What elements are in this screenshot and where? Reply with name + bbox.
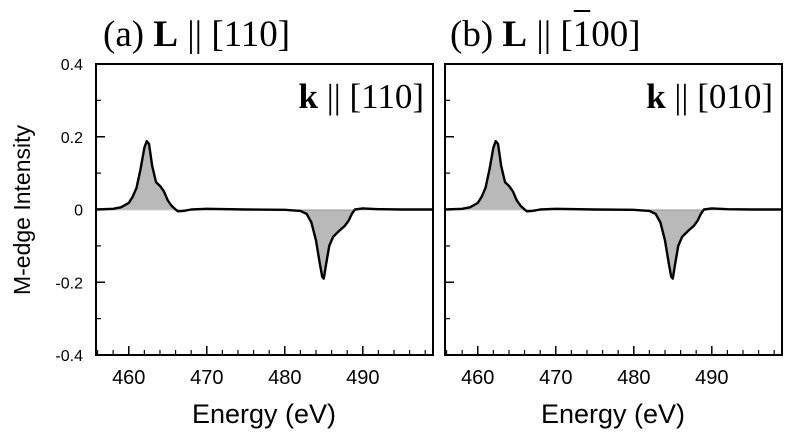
panel-b-x-tick-label: 460 bbox=[461, 367, 494, 389]
panel-a-ticks: 460 470 480 490 -0.4 -0.2 0 0.2 0.4 bbox=[55, 57, 426, 389]
panel-a-y-tick-label: 0.4 bbox=[61, 57, 83, 74]
panel-a-x-tick-label: 460 bbox=[112, 367, 145, 389]
panel-b-title: (b) L || [100] bbox=[450, 14, 641, 55]
panel-a-y-tick-label: 0.2 bbox=[61, 130, 83, 147]
panel-b-title-vector-symbol: L bbox=[502, 14, 527, 55]
panel-b-ticks: 460 470 480 490 bbox=[445, 63, 775, 389]
panel-b-x-tick-label: 470 bbox=[539, 367, 572, 389]
panel-a-annotation-separator: || bbox=[318, 77, 350, 116]
panel-b-annotation-separator: || bbox=[666, 77, 698, 116]
y-axis-label: M-edge Intensity bbox=[9, 124, 35, 295]
panel-a: (a) L || [110] 460 470 480 490 -0.4 -0.2 0 0.2 0… bbox=[9, 14, 434, 429]
panel-b-title-direction: [100] bbox=[560, 14, 640, 55]
panel-a-annotation-vector-symbol: k bbox=[299, 77, 319, 116]
panel-b-annotation-vector-symbol: k bbox=[646, 77, 666, 116]
panel-b: (b) L || [100] 460 470 480 490 k || [010] E… bbox=[444, 10, 783, 429]
panel-b-series-line bbox=[444, 139, 782, 280]
panel-a-title: (a) L || [110] bbox=[103, 14, 290, 55]
panel-b-plot-area: 460 470 480 490 bbox=[444, 63, 783, 389]
panel-a-x-axis-label: Energy (eV) bbox=[192, 399, 336, 429]
panel-a-title-vector-symbol: L bbox=[153, 14, 178, 55]
panel-b-x-axis-label: Energy (eV) bbox=[541, 399, 685, 429]
panel-a-y-tick-label: -0.2 bbox=[55, 275, 83, 292]
panel-b-annotation: k || [010] bbox=[646, 77, 773, 116]
panel-a-x-tick-label: 490 bbox=[346, 367, 379, 389]
panel-a-y-tick-label: 0 bbox=[74, 203, 83, 220]
panel-b-x-tick-label: 490 bbox=[695, 367, 728, 389]
panel-a-title-separator: || bbox=[178, 14, 211, 55]
panel-a-x-tick-label: 480 bbox=[268, 367, 301, 389]
panel-a-plot-area: 460 470 480 490 -0.4 -0.2 0 0.2 0.4 bbox=[55, 57, 434, 389]
panel-b-annotation-direction: [010] bbox=[697, 77, 773, 116]
panel-a-y-tick-label: -0.4 bbox=[55, 348, 83, 365]
panel-a-series-line bbox=[95, 139, 433, 280]
panel-a-title-direction: [110] bbox=[211, 14, 290, 55]
panel-b-x-tick-label: 480 bbox=[617, 367, 650, 389]
panel-a-annotation: k || [110] bbox=[299, 77, 425, 116]
panel-a-x-tick-label: 470 bbox=[190, 367, 223, 389]
panel-b-title-separator: || bbox=[527, 14, 560, 55]
panel-b-title-prefix: (b) bbox=[450, 14, 502, 55]
panel-a-annotation-direction: [110] bbox=[349, 77, 424, 116]
panel-a-title-prefix: (a) bbox=[103, 14, 153, 55]
